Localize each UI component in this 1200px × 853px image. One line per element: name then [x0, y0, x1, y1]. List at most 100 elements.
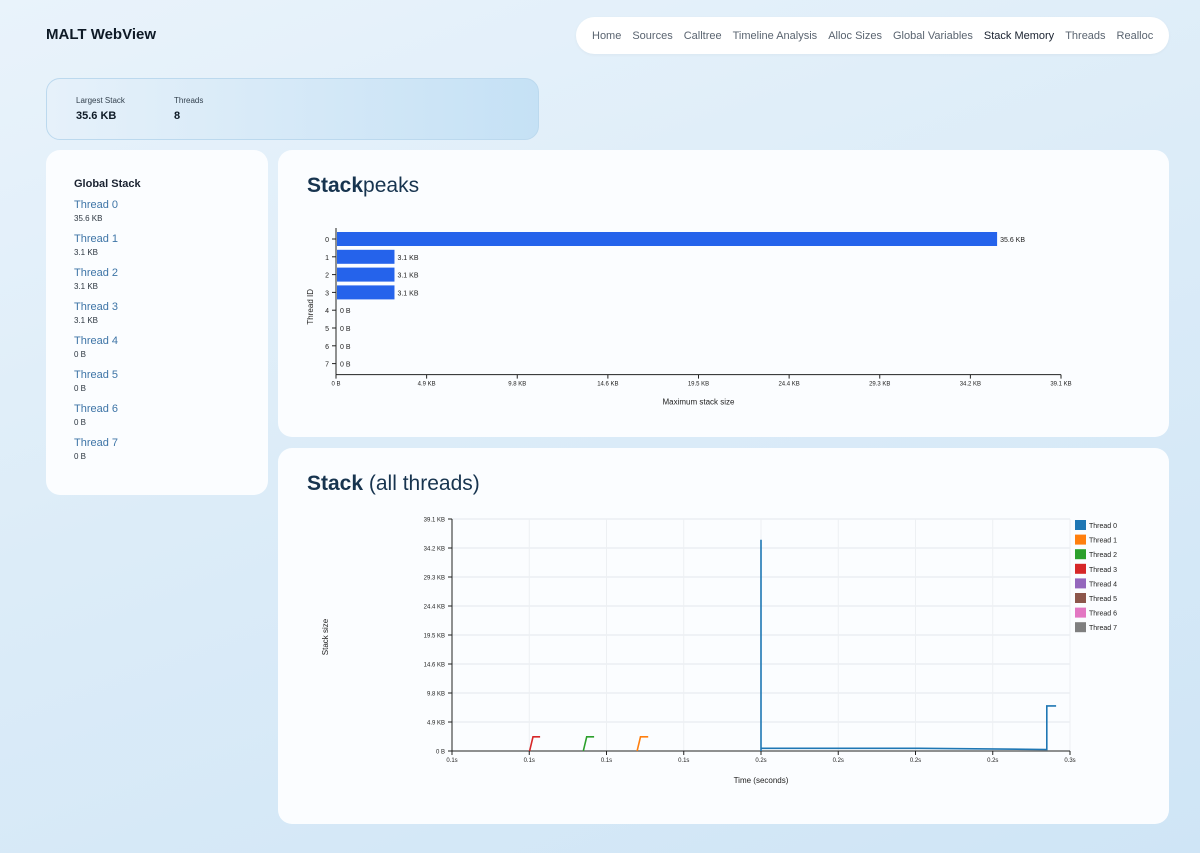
peaks-x-tick-label: 0 B	[331, 382, 340, 388]
stack-y-tick-label: 14.6 KB	[424, 663, 445, 669]
peaks-x-tick-label: 29.3 KB	[869, 382, 890, 388]
stack-timeline-chart: 0 B 4.9 KB 9.8 KB 14.6 KB 19.5 KB 24.4 KB 29.3…	[321, 518, 1117, 786]
thread-item-5: Thread 5 0 B	[74, 369, 118, 393]
stack-y-tick-label: 19.5 KB	[424, 634, 445, 640]
thread-link-4[interactable]: Thread 4	[74, 335, 119, 347]
peaks-x-tick-label: 34.2 KB	[960, 382, 981, 388]
peaks-y-tick-label: 7	[325, 362, 329, 369]
nav-link-threads[interactable]: Threads	[1065, 29, 1106, 42]
thread-size-4: 0 B	[74, 350, 87, 359]
stack-peaks-chart: 0 35.6 KB 1 3.1 KB 2 3.1 KB 3 3.1 KB 4 0 B 5 0 B 6 0 …	[306, 228, 1072, 407]
stat-threads: Threads 8	[174, 96, 203, 122]
legend-label-thread-5: Thread 5	[1089, 596, 1117, 603]
legend-label-thread-6: Thread 6	[1089, 611, 1117, 618]
thread-size-2: 3.1 KB	[74, 282, 99, 291]
thread-item-0: Thread 0 35.6 KB	[74, 199, 118, 223]
legend-swatch-thread-1	[1075, 534, 1086, 545]
largest-stack-value: 35.6 KB	[76, 110, 117, 122]
peaks-y-axis-label: Thread ID	[306, 289, 315, 325]
peaks-bar-thread-0	[337, 232, 998, 246]
peaks-y-tick-label: 6	[325, 344, 329, 351]
thread-link-5[interactable]: Thread 5	[74, 369, 119, 381]
legend-label-thread-4: Thread 4	[1089, 581, 1117, 588]
stack-y-tick-label: 34.2 KB	[424, 547, 445, 553]
stack-all-title-bold: Stack	[307, 472, 364, 495]
peaks-bar-label-thread-5: 0 B	[340, 326, 351, 333]
thread-item-4: Thread 4 0 B	[74, 335, 118, 359]
legend-swatch-thread-3	[1075, 563, 1086, 574]
thread-link-6[interactable]: Thread 6	[74, 403, 119, 415]
legend-swatch-thread-6	[1075, 607, 1086, 618]
thread-link-2[interactable]: Thread 2	[74, 267, 119, 279]
stack-x-tick-label: 0.2s	[987, 758, 998, 764]
thread-link-1[interactable]: Thread 1	[74, 233, 119, 245]
nav-link-calltree[interactable]: Calltree	[683, 29, 722, 42]
peaks-y-tick-label: 3	[325, 290, 329, 297]
peaks-x-tick-label: 24.4 KB	[778, 382, 799, 388]
legend-swatch-thread-5	[1075, 593, 1086, 603]
stack-y-tick-label: 9.8 KB	[427, 692, 445, 698]
peaks-x-tick-label: 39.1 KB	[1050, 382, 1071, 388]
nav-link-alloc-sizes[interactable]: Alloc Sizes	[828, 29, 882, 42]
stack-x-tick-label: 0.1s	[601, 758, 612, 764]
thread-item-1: Thread 1 3.1 KB	[74, 233, 118, 257]
peaks-x-tick-label: 14.6 KB	[597, 382, 618, 388]
thread-item-7: Thread 7 0 B	[74, 437, 118, 461]
stack-line-thread-2	[582, 735, 595, 752]
app-title: MALT WebView	[46, 26, 157, 43]
stack-x-tick-label: 0.1s	[678, 758, 689, 764]
stack-x-tick-label: 0.2s	[755, 758, 766, 764]
thread-size-0: 35.6 KB	[74, 214, 103, 223]
peaks-bar-label-thread-1: 3.1 KB	[397, 255, 418, 262]
peaks-bar-thread-3	[337, 285, 395, 300]
legend-label-thread-0: Thread 0	[1089, 523, 1117, 530]
peaks-y-tick-label: 4	[325, 308, 329, 315]
nav-link-timeline-analysis[interactable]: Timeline Analysis	[732, 29, 818, 42]
stack-y-tick-label: 4.9 KB	[427, 721, 445, 727]
legend-label-thread-1: Thread 1	[1089, 538, 1117, 545]
stack-line-thread-0	[760, 539, 1057, 751]
nav-link-global-variables[interactable]: Global Variables	[892, 29, 973, 42]
legend-swatch-thread-7	[1075, 622, 1086, 633]
stack-x-axis-label: Time (seconds)	[734, 776, 789, 785]
stack-x-tick-label: 0.2s	[910, 758, 921, 764]
legend-label-thread-3: Thread 3	[1089, 567, 1117, 574]
global-stack-link[interactable]: Global Stack	[74, 178, 141, 190]
stack-all-threads-card: Stack (all threads) 0 B 4.9 KB 9.8 KB 14.6 …	[278, 448, 1169, 824]
stack-y-tick-label: 24.4 KB	[424, 605, 445, 611]
stack-x-tick-label: 0.3s	[1064, 758, 1075, 764]
top-navigation: Home Sources Calltree Timeline Analysis Allo…	[576, 17, 1169, 54]
thread-size-6: 0 B	[74, 418, 87, 427]
peaks-y-tick-label: 5	[325, 326, 329, 333]
thread-link-0[interactable]: Thread 0	[74, 199, 119, 211]
stack-line-thread-3	[528, 735, 541, 752]
peaks-bar-label-thread-6: 0 B	[340, 344, 351, 351]
stack-line-thread-1	[636, 735, 649, 752]
thread-size-7: 0 B	[74, 452, 87, 461]
stack-x-tick-label: 0.2s	[833, 758, 844, 764]
stack-y-tick-label: 39.1 KB	[424, 518, 445, 524]
nav-link-realloc[interactable]: Realloc	[1116, 29, 1154, 42]
stack-x-tick-label: 0.1s	[524, 758, 535, 764]
thread-size-5: 0 B	[74, 384, 87, 393]
stack-y-axis-label: Stack size	[321, 618, 330, 655]
stack-peaks-title-bold: Stack	[307, 174, 364, 197]
peaks-bar-label-thread-0: 35.6 KB	[1000, 237, 1025, 244]
nav-link-stack-memory[interactable]: Stack Memory	[983, 29, 1055, 42]
thread-sidebar: Global Stack Thread 0 35.6 KB Thread 1 3.1 …	[46, 150, 268, 495]
legend-swatch-thread-4	[1075, 578, 1086, 589]
legend-swatch-thread-2	[1075, 549, 1086, 560]
peaks-x-tick-label: 19.5 KB	[688, 382, 709, 388]
thread-link-3[interactable]: Thread 3	[74, 301, 119, 313]
peaks-x-tick-label: 4.9 KB	[418, 382, 436, 388]
thread-size-1: 3.1 KB	[74, 248, 99, 257]
stack-peaks-title: Stackpeaks	[307, 174, 419, 198]
stack-y-tick-label: 29.3 KB	[424, 576, 445, 582]
threads-count-value: 8	[174, 110, 181, 122]
peaks-y-tick-label: 1	[325, 255, 329, 262]
thread-link-7[interactable]: Thread 7	[74, 437, 119, 449]
nav-link-sources[interactable]: Sources	[632, 29, 673, 42]
legend-label-thread-2: Thread 2	[1089, 552, 1117, 559]
nav-link-home[interactable]: Home	[592, 29, 622, 42]
thread-size-3: 3.1 KB	[74, 316, 99, 325]
